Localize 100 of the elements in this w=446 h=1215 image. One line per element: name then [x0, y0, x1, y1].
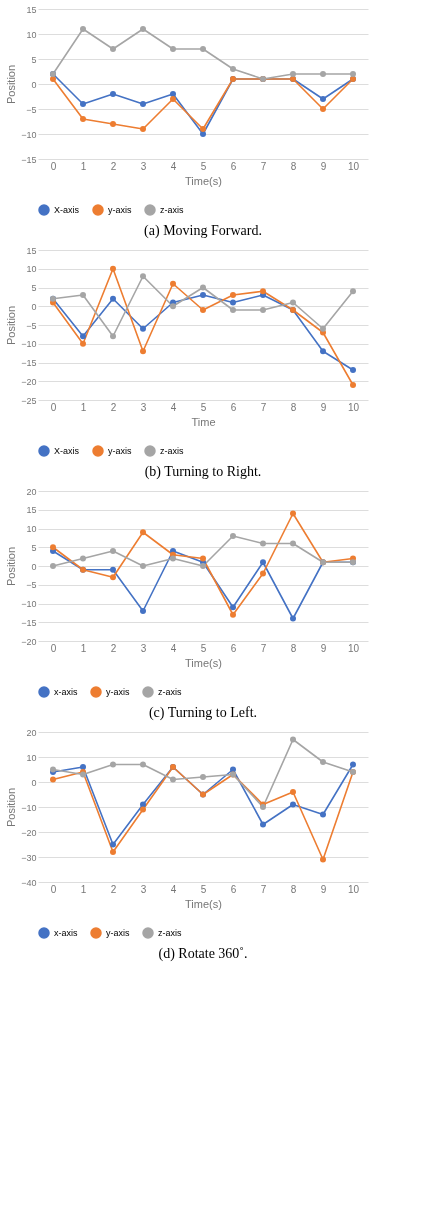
- y-tick-label: 10: [26, 29, 37, 40]
- legend-label: x-axis: [54, 928, 78, 938]
- x-tick-label: 7: [260, 160, 267, 172]
- legend-label: y-axis: [106, 687, 130, 697]
- y-tick-label: 15: [26, 245, 37, 256]
- x-tick-label: 4: [170, 883, 177, 895]
- x-tick-label: 10: [347, 401, 360, 413]
- y-tick-label: 10: [26, 264, 37, 275]
- x-tick-label: 9: [320, 642, 327, 654]
- y-tick-label: 0: [31, 79, 37, 90]
- x-tick-label: 7: [260, 883, 267, 895]
- x-tick-label: 8: [290, 642, 297, 654]
- y-tick-label: −20: [21, 827, 37, 838]
- x-tick-label: 4: [170, 642, 177, 654]
- x-tick-label: 8: [290, 883, 297, 895]
- y-tick-label: 5: [31, 54, 37, 65]
- x-tick-label: 3: [140, 160, 147, 172]
- x-tick-label: 5: [200, 401, 207, 413]
- x-tick-label: 9: [320, 401, 327, 413]
- y-axis-title: Position: [5, 305, 18, 346]
- y-axis-title: Position: [5, 64, 18, 105]
- y-tick-label: −15: [21, 154, 37, 165]
- y-tick-label: −10: [21, 339, 37, 350]
- x-tick-label: 0: [50, 642, 57, 654]
- text: (d) Rotate 360˚.: [158, 946, 248, 962]
- legend-label: y-axis: [106, 928, 130, 938]
- x-axis-title: Time(s): [185, 174, 222, 187]
- y-tick-label: 5: [31, 542, 37, 553]
- legend-label: z-axis: [160, 205, 184, 215]
- x-tick-label: 2: [110, 883, 117, 895]
- legend-label: x-axis: [54, 687, 78, 697]
- y-tick-label: −5: [26, 580, 37, 591]
- x-tick-label: 10: [347, 642, 360, 654]
- y-tick-label: 0: [31, 777, 37, 788]
- y-axis-title: Position: [5, 546, 18, 587]
- y-tick-label: −15: [21, 617, 37, 628]
- x-tick-label: 0: [50, 883, 57, 895]
- x-tick-label: 0: [50, 401, 57, 413]
- y-tick-label: 20: [26, 486, 37, 497]
- x-tick-label: 9: [320, 883, 327, 895]
- text: (a) Moving Forward.: [144, 223, 262, 239]
- x-tick-label: 6: [230, 883, 237, 895]
- x-tick-label: 7: [260, 642, 267, 654]
- x-tick-label: 1: [80, 883, 87, 895]
- x-tick-label: 8: [290, 401, 297, 413]
- text: (b) Turning to Right.: [144, 464, 262, 480]
- y-axis-title: Position: [5, 787, 18, 828]
- x-axis-title: Time(s): [185, 656, 222, 669]
- y-tick-label: −10: [21, 599, 37, 609]
- text: (c) Turning to Left.: [148, 705, 258, 721]
- y-tick-label: −5: [26, 320, 37, 331]
- x-tick-label: 7: [260, 401, 267, 413]
- x-tick-label: 6: [230, 401, 237, 413]
- x-tick-label: 1: [80, 642, 87, 654]
- x-tick-label: 10: [347, 883, 360, 895]
- x-tick-label: 1: [80, 160, 87, 172]
- y-tick-label: −10: [21, 129, 37, 140]
- y-tick-label: −40: [21, 877, 37, 888]
- x-tick-label: 0: [50, 160, 57, 172]
- y-tick-label: 10: [26, 752, 37, 763]
- legend-label: y-axis: [108, 446, 132, 456]
- legend-label: y-axis: [108, 205, 132, 215]
- x-tick-label: 5: [200, 883, 207, 895]
- x-tick-label: 2: [110, 642, 117, 654]
- x-tick-label: 3: [140, 642, 147, 654]
- y-tick-label: 10: [26, 524, 37, 534]
- y-tick-label: −20: [21, 636, 37, 647]
- y-tick-label: −10: [21, 802, 37, 813]
- x-tick-label: 4: [170, 401, 177, 413]
- x-tick-label: 8: [290, 160, 297, 172]
- legend-label: z-axis: [158, 687, 182, 697]
- legend-label: X-axis: [54, 446, 80, 456]
- y-tick-label: 0: [31, 301, 37, 312]
- x-tick-label: 2: [110, 401, 117, 413]
- y-tick-label: −25: [21, 395, 37, 406]
- x-tick-label: 6: [230, 160, 237, 172]
- y-tick-label: 15: [26, 505, 37, 516]
- y-tick-label: −15: [21, 358, 37, 368]
- x-tick-label: 9: [320, 160, 327, 172]
- x-tick-label: 6: [230, 642, 237, 654]
- y-tick-label: 5: [31, 283, 37, 293]
- x-tick-label: 5: [200, 642, 207, 654]
- x-tick-label: 3: [140, 401, 147, 413]
- y-tick-label: −20: [21, 376, 37, 387]
- y-tick-label: 0: [31, 561, 37, 572]
- x-axis-title: Time(s): [185, 897, 222, 910]
- x-axis-title: Time: [191, 415, 216, 428]
- legend-label: z-axis: [160, 446, 184, 456]
- x-tick-label: 5: [200, 160, 207, 172]
- legend-label: z-axis: [158, 928, 182, 938]
- x-tick-label: 1: [80, 401, 87, 413]
- y-tick-label: −5: [26, 104, 37, 115]
- x-tick-label: 10: [347, 160, 360, 172]
- x-tick-label: 4: [170, 160, 177, 172]
- y-tick-label: 20: [26, 727, 37, 738]
- y-tick-label: −30: [21, 852, 37, 863]
- y-tick-label: 15: [26, 4, 37, 15]
- x-tick-label: 2: [110, 160, 117, 172]
- legend-label: X-axis: [54, 205, 80, 215]
- x-tick-label: 3: [140, 883, 147, 895]
